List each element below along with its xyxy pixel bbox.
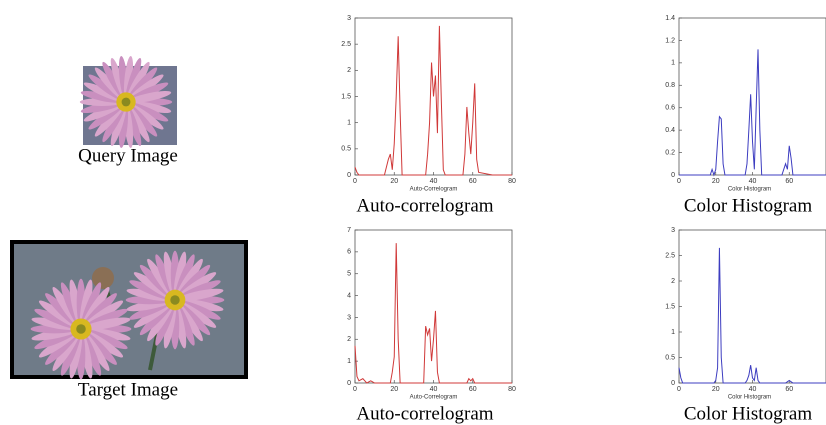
chart-caption: Color Histogram	[684, 195, 812, 216]
y-tick-label: 2	[347, 67, 351, 74]
x-axis-label: Color Histogram	[728, 395, 771, 401]
y-tick-label: 1	[347, 358, 351, 365]
x-tick-label: 80	[508, 178, 516, 185]
chart-caption: Auto-correlogram	[356, 195, 493, 216]
y-tick-label: 0.5	[341, 146, 351, 153]
x-tick-label: 0	[677, 178, 681, 185]
y-tick-label: 2.5	[665, 252, 675, 259]
plot-frame	[678, 229, 826, 384]
y-tick-label: 1	[671, 60, 675, 67]
x-tick-label: 40	[749, 386, 757, 393]
y-tick-label: 2	[671, 278, 675, 285]
y-tick-label: 0.5	[665, 354, 675, 361]
x-axis-label: Auto-Correlogram	[410, 187, 458, 193]
y-tick-label: 1	[671, 329, 675, 336]
y-tick-label: 3	[347, 314, 351, 321]
x-tick-label: 20	[712, 178, 720, 185]
image-caption: Query Image	[78, 145, 178, 166]
query-flower	[79, 56, 173, 148]
x-axis-label: Auto-Correlogram	[410, 395, 458, 401]
x-tick-label: 60	[785, 178, 793, 185]
x-tick-label: 0	[353, 386, 357, 393]
petal	[83, 317, 131, 331]
data-line	[354, 25, 512, 176]
chart-caption: Auto-correlogram	[356, 403, 493, 424]
y-tick-label: 1.4	[665, 15, 675, 22]
y-tick-label: 1.5	[341, 93, 351, 100]
y-tick-label: 0.4	[665, 127, 675, 134]
y-tick-label: 0.6	[665, 105, 675, 112]
bud	[92, 267, 114, 289]
petal	[128, 90, 172, 103]
x-tick-label: 20	[390, 178, 398, 185]
x-tick-label: 40	[430, 178, 438, 185]
x-tick-label: 40	[430, 386, 438, 393]
data-line	[354, 243, 512, 384]
y-tick-label: 3	[671, 227, 675, 234]
x-tick-label: 20	[712, 386, 720, 393]
y-tick-label: 7	[347, 227, 351, 234]
flower-center-inner	[121, 97, 131, 107]
image-caption: Target Image	[78, 379, 178, 400]
flower-center-inner	[170, 295, 180, 305]
y-tick-label: 0	[347, 380, 351, 387]
x-tick-label: 80	[508, 386, 516, 393]
y-tick-label: 2.5	[341, 41, 351, 48]
x-tick-label: 60	[469, 178, 477, 185]
data-line	[678, 247, 826, 384]
x-axis-label: Color Histogram	[728, 187, 771, 193]
x-tick-label: 0	[353, 178, 357, 185]
petal	[80, 90, 124, 103]
y-tick-label: 0	[671, 172, 675, 179]
y-tick-label: 0.2	[665, 149, 675, 156]
y-tick-label: 2	[347, 336, 351, 343]
y-tick-label: 1	[347, 120, 351, 127]
data-line	[679, 49, 826, 177]
chart-caption: Color Histogram	[684, 403, 812, 424]
x-tick-label: 60	[785, 386, 793, 393]
petal	[128, 101, 172, 114]
y-tick-label: 5	[347, 271, 351, 278]
x-tick-label: 60	[469, 386, 477, 393]
x-tick-label: 40	[749, 178, 757, 185]
flower-center-inner	[76, 324, 86, 334]
y-tick-label: 1.5	[665, 303, 675, 310]
y-tick-label: 0	[347, 172, 351, 179]
y-tick-label: 4	[347, 292, 351, 299]
y-tick-label: 1.2	[665, 37, 675, 44]
target-flowers	[30, 250, 225, 380]
x-tick-label: 0	[677, 386, 681, 393]
y-tick-label: 0	[671, 380, 675, 387]
plot-frame	[678, 17, 826, 176]
y-tick-label: 3	[347, 15, 351, 22]
petal	[177, 288, 224, 302]
y-tick-label: 0.8	[665, 82, 675, 89]
x-tick-label: 20	[390, 386, 398, 393]
y-tick-label: 6	[347, 249, 351, 256]
plot-frame	[354, 229, 513, 384]
